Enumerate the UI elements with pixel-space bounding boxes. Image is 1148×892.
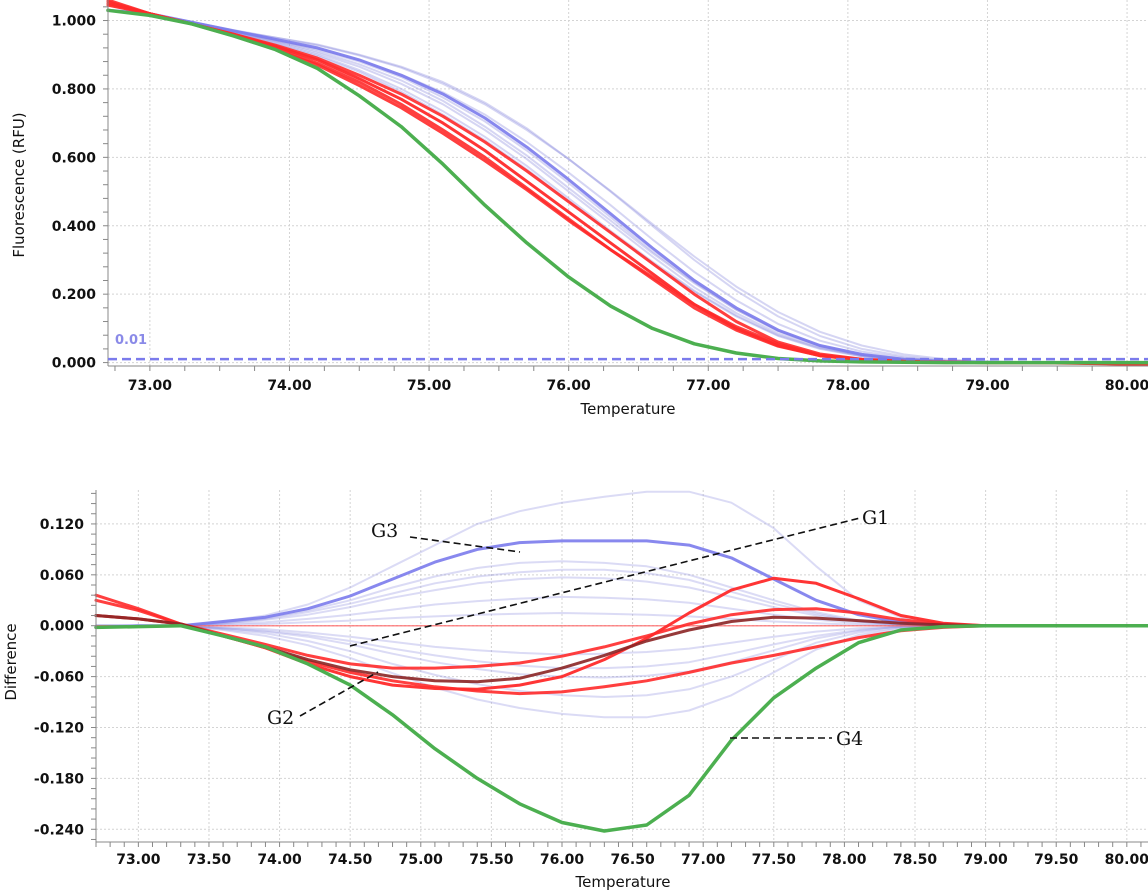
annotation-g1-leader: [349, 517, 861, 647]
fluorescence-y-tick-label: 0.200: [52, 287, 97, 303]
difference-x-tick-label: 75.50: [469, 852, 514, 868]
fluorescence-y-tick-label: 1.000: [52, 14, 97, 30]
fluorescence-series-g2[interactable]: [106, 0, 1148, 366]
annotation-g3: G3: [371, 520, 521, 553]
difference-x-tick-label: 73.50: [187, 852, 232, 868]
fluorescence-series-bg[interactable]: [107, 9, 1148, 364]
difference-x-tick-label: 78.50: [893, 852, 938, 868]
difference-x-tick-label: 80.00: [1105, 852, 1148, 868]
difference-x-tick-label: 77.50: [752, 852, 797, 868]
fluorescence-chart: 73.00 74.00 75.00 76.00 77.00 78.00 79.00 80.00…: [10, 0, 1148, 418]
fluorescence-x-tick-label: 75.00: [407, 378, 452, 394]
fluorescence-x-axis-title: Temperature: [579, 400, 675, 418]
difference-chart: 73.00 73.50 74.00 74.50 75.00 75.50 76.00 76.50…: [2, 490, 1148, 891]
difference-x-tick-label: 74.00: [257, 852, 302, 868]
difference-series-g4[interactable]: [94, 623, 1148, 833]
difference-series-bg[interactable]: [95, 490, 1148, 627]
annotation-g3-label: G3: [371, 520, 398, 542]
difference-x-tick-label: 74.50: [328, 852, 373, 868]
difference-x-tick-label: 76.00: [540, 852, 585, 868]
annotation-g4-label: G4: [836, 728, 863, 750]
fluorescence-series-g1[interactable]: [106, 1, 1148, 366]
fluorescence-series-bg[interactable]: [107, 9, 1148, 364]
fluorescence-series-g3[interactable]: [106, 8, 1148, 365]
fluorescence-x-tick-label: 78.00: [826, 378, 871, 394]
fluorescence-y-tick-label: 0.400: [52, 219, 97, 235]
fluorescence-x-tick-label: 79.00: [965, 378, 1010, 394]
difference-y-tick-label: -0.120: [34, 720, 84, 736]
annotation-g2-leader: [299, 671, 379, 717]
difference-series-bg[interactable]: [95, 624, 1148, 719]
difference-y-tick-label: 0.060: [40, 568, 85, 584]
annotation-g1-label: G1: [862, 507, 889, 529]
fluorescence-y-axis-title: Fluorescence (RFU): [10, 112, 28, 257]
difference-x-tick-label: 78.00: [822, 852, 867, 868]
fluorescence-x-tick-label: 74.00: [267, 378, 312, 394]
fluorescence-x-tick-label: 76.00: [547, 378, 592, 394]
difference-y-tick-label: 0.000: [40, 619, 85, 635]
fluorescence-y-tick-label: 0.600: [52, 150, 97, 166]
difference-x-tick-label: 77.00: [681, 852, 726, 868]
difference-series-bg[interactable]: [95, 624, 1148, 698]
fluorescence-series-bg[interactable]: [107, 9, 1148, 364]
difference-y-axis-title: Difference: [2, 623, 20, 700]
difference-x-tick-label: 75.00: [399, 852, 444, 868]
difference-y-tick-label: -0.240: [34, 822, 84, 838]
difference-y-tick-label: -0.060: [34, 670, 84, 686]
annotation-g1: G1: [349, 507, 889, 647]
difference-grid: [96, 490, 1148, 842]
difference-x-tick-label: 79.00: [963, 852, 1008, 868]
fluorescence-series-bg[interactable]: [107, 9, 1148, 364]
fluorescence-axes: 73.00 74.00 75.00 76.00 77.00 78.00 79.00 80.00…: [52, 0, 1148, 394]
difference-axes: 73.00 73.50 74.00 74.50 75.00 75.50 76.00 76.50…: [34, 490, 1148, 868]
annotation-g2-label: G2: [267, 707, 294, 729]
fluorescence-grid: [108, 0, 1148, 366]
difference-x-tick-label: 76.50: [610, 852, 655, 868]
fluorescence-series-bg[interactable]: [107, 9, 1148, 364]
annotation-g2: G2: [267, 671, 379, 729]
fluorescence-series-g2[interactable]: [106, 0, 1148, 366]
fluorescence-y-tick-label: 0.000: [52, 356, 97, 372]
difference-x-tick-label: 73.00: [116, 852, 161, 868]
difference-y-tick-label: 0.120: [40, 517, 85, 533]
difference-x-axis-title: Temperature: [574, 873, 670, 891]
fluorescence-series-g4[interactable]: [106, 8, 1148, 365]
threshold-label: 0.01: [115, 333, 147, 348]
fluorescence-y-tick-label: 0.800: [52, 82, 97, 98]
difference-y-tick-label: -0.180: [34, 771, 84, 787]
fluorescence-series-bg[interactable]: [107, 9, 1148, 364]
difference-series: [94, 490, 1148, 833]
fluorescence-series-bg[interactable]: [107, 9, 1148, 364]
fluorescence-series-bg[interactable]: [107, 9, 1148, 364]
fluorescence-x-tick-label: 80.00: [1105, 378, 1148, 394]
fluorescence-series-g1[interactable]: [106, 3, 1148, 367]
annotation-g4: G4: [730, 728, 863, 750]
fluorescence-series: [106, 0, 1148, 367]
fluorescence-x-tick-label: 73.00: [128, 378, 173, 394]
fluorescence-x-tick-label: 77.00: [686, 378, 731, 394]
annotation-g3-leader: [409, 536, 521, 553]
difference-x-tick-label: 79.50: [1034, 852, 1079, 868]
